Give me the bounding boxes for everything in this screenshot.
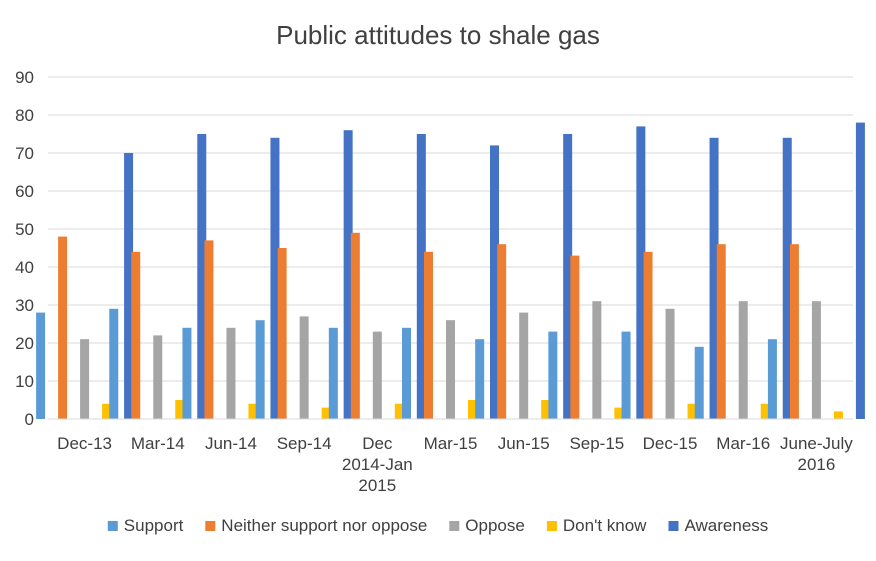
bar-oppose	[226, 327, 236, 419]
legend-label: Oppose	[465, 516, 525, 535]
bar-support	[402, 327, 411, 419]
legend-swatch	[668, 521, 679, 531]
bar-don-t-know	[541, 400, 551, 419]
x-tick-label: Sep-15	[569, 434, 624, 453]
legend-label: Awareness	[685, 516, 769, 535]
legend-item: Support	[107, 516, 184, 535]
bar-don-t-know	[248, 403, 258, 419]
bar-oppose	[811, 301, 821, 419]
x-tick-label: Mar-15	[424, 434, 478, 453]
bar-don-t-know	[394, 403, 404, 419]
bar-awareness	[270, 137, 280, 420]
chart-title: Public attitudes to shale gas	[276, 20, 600, 50]
x-tick-label: Mar-14	[131, 434, 185, 453]
bars	[36, 122, 865, 420]
legend: Support Neither support nor oppose Oppose D…	[107, 516, 769, 535]
y-tick-label: 70	[15, 144, 34, 163]
bar-neither-support-nor-oppose	[789, 244, 799, 419]
bar-oppose	[153, 335, 163, 419]
bar-oppose	[738, 301, 748, 419]
y-tick-label: 50	[15, 220, 34, 239]
x-tick-label: Jun-14	[205, 434, 257, 453]
bar-support	[328, 327, 338, 419]
x-tick-label: June-July 2016	[780, 434, 853, 474]
bar-support	[475, 339, 485, 419]
legend-swatch	[546, 521, 557, 531]
bar-awareness	[490, 145, 499, 419]
bar-oppose	[519, 312, 529, 419]
bar-neither-support-nor-oppose	[424, 251, 433, 419]
bar-don-t-know	[321, 407, 331, 419]
x-tick-label: Sep-14	[277, 434, 332, 453]
bar-oppose	[299, 316, 309, 419]
bar-neither-support-nor-oppose	[131, 251, 141, 419]
legend-swatch	[205, 521, 216, 531]
y-tick-label: 20	[15, 334, 34, 353]
bar-support	[548, 331, 558, 419]
y-axis-ticks: 0 10 20 30 40 50 60 70 80 90	[15, 68, 34, 429]
bar-awareness	[416, 134, 426, 419]
bar-awareness	[197, 134, 207, 419]
bar-awareness	[124, 153, 134, 419]
bar-don-t-know	[687, 403, 697, 419]
y-tick-label: 10	[15, 372, 34, 391]
legend-label: Support	[124, 516, 184, 535]
bar-neither-support-nor-oppose	[570, 255, 580, 419]
x-tick-label: Mar-16	[716, 434, 770, 453]
bar-oppose	[592, 301, 602, 419]
y-tick-label: 0	[25, 410, 34, 429]
bar-support	[36, 312, 46, 419]
legend-swatch	[107, 521, 118, 531]
legend-item: Oppose	[449, 516, 525, 535]
y-tick-label: 60	[15, 182, 34, 201]
bar-don-t-know	[833, 411, 843, 419]
bar-oppose	[80, 339, 90, 419]
x-tick-label: Dec-15	[643, 434, 698, 453]
bar-don-t-know	[614, 407, 624, 419]
y-tick-label: 30	[15, 296, 34, 315]
bar-don-t-know	[760, 403, 770, 419]
bar-support	[621, 331, 631, 419]
x-tick-label: Dec-13	[57, 434, 112, 453]
bar-awareness	[782, 137, 792, 420]
bar-neither-support-nor-oppose	[643, 251, 653, 419]
bar-awareness	[709, 137, 719, 420]
legend-item: Don't know	[546, 516, 647, 535]
x-axis-ticks: Dec-13 Mar-14 Jun-14 Sep-14 Dec 2014-Jan 2015 M…	[57, 434, 853, 495]
bar-support	[694, 346, 704, 419]
bar-awareness	[636, 126, 646, 420]
legend-item: Neither support nor oppose	[205, 516, 427, 535]
y-tick-label: 80	[15, 106, 34, 125]
bar-support	[255, 320, 265, 419]
x-tick-label: Jun-15	[498, 434, 550, 453]
bar-support	[767, 339, 777, 419]
bar-oppose	[372, 331, 382, 419]
bar-neither-support-nor-oppose	[58, 236, 68, 419]
legend-swatch	[449, 521, 460, 531]
y-tick-label: 40	[15, 258, 34, 277]
bar-neither-support-nor-oppose	[350, 232, 360, 419]
legend-label: Don't know	[563, 516, 647, 535]
bar-support	[109, 308, 119, 419]
gridlines	[48, 76, 853, 382]
bar-oppose	[665, 308, 675, 419]
bar-don-t-know	[468, 400, 477, 419]
bar-awareness	[855, 122, 865, 419]
bar-neither-support-nor-oppose	[716, 244, 726, 419]
y-tick-label: 90	[15, 68, 34, 87]
x-tick-label: Dec 2014-Jan 2015	[342, 434, 413, 495]
legend-item: Awareness	[668, 516, 769, 535]
legend-label: Neither support nor oppose	[221, 516, 427, 535]
bar-neither-support-nor-oppose	[277, 248, 287, 419]
bar-don-t-know	[175, 400, 185, 419]
bar-awareness	[343, 130, 353, 419]
bar-awareness	[563, 134, 573, 419]
bar-neither-support-nor-oppose	[497, 244, 507, 419]
bar-neither-support-nor-oppose	[204, 240, 214, 419]
bar-don-t-know	[102, 403, 112, 419]
bar-oppose	[446, 320, 455, 419]
bar-support	[182, 327, 192, 419]
